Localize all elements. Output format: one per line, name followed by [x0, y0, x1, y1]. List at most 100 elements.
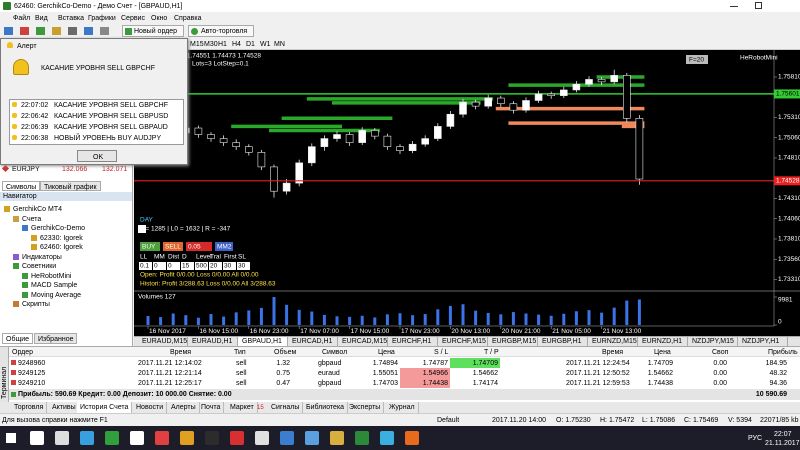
timeframe-button[interactable]: M15 — [190, 41, 204, 48]
menu-item[interactable]: Вставка — [58, 15, 85, 22]
minimize-button[interactable] — [730, 6, 738, 7]
taskbar-app[interactable] — [205, 431, 219, 445]
menu-item[interactable]: Справка — [174, 15, 202, 22]
chart-tab[interactable]: NZDJPY,H1 — [738, 337, 788, 346]
navigator-item[interactable]: 62460: Igorek — [40, 244, 83, 251]
terminal-tab-label: Почта — [201, 404, 221, 411]
chart-tab[interactable]: EURCHF,H1 — [388, 337, 438, 346]
menu-item[interactable]: Сервис — [121, 15, 145, 22]
navigator-item[interactable]: MACD Sample — [31, 282, 78, 289]
timeframe-button[interactable]: H4 — [232, 41, 241, 48]
terminal-tab[interactable]: Активы — [49, 402, 80, 413]
taskbar-app[interactable] — [255, 431, 269, 445]
navigator-item[interactable]: GerchikCo MT4 — [13, 206, 63, 213]
toolbar-icon[interactable] — [68, 27, 77, 35]
chart-tab[interactable]: GBPAUD,H1 — [238, 337, 288, 346]
terminal-tab-label: Активы — [52, 404, 76, 411]
toolbar-icon[interactable] — [52, 27, 61, 35]
terminal-tab[interactable]: Новости — [133, 402, 168, 413]
chart-tab[interactable]: EURGBP,H1 — [538, 337, 588, 346]
taskbar-app[interactable] — [405, 431, 419, 445]
timeframe-button[interactable]: MN — [274, 41, 285, 48]
terminal-tab[interactable]: Торговля — [11, 402, 48, 413]
chart-tab[interactable]: EURAUD,H1 — [188, 337, 238, 346]
timeframe-button[interactable]: H1 — [218, 41, 227, 48]
terminal-tab[interactable]: Почта — [198, 402, 225, 413]
terminal-tab[interactable]: История Счета — [77, 402, 133, 413]
chart-tab[interactable]: EURNZD,H1 — [638, 337, 688, 346]
chart-tab[interactable]: EURCHF,M15 — [438, 337, 488, 346]
market-watch-tab[interactable]: Символы — [2, 181, 41, 191]
navigator-item[interactable]: Счета — [22, 215, 42, 223]
chart-tab-label: NZDJPY,M15 — [692, 338, 734, 345]
taskbar-app[interactable] — [130, 431, 144, 445]
navigator-item[interactable]: Советники — [22, 263, 57, 270]
start-button[interactable] — [6, 433, 16, 443]
alert-ok-button[interactable]: OK — [77, 150, 117, 162]
menu-item[interactable]: Вид — [35, 15, 48, 22]
chart-tab[interactable]: NZDJPY,M15 — [688, 337, 738, 346]
new-order-button[interactable]: Новый ордер — [122, 25, 184, 37]
timeframe-button[interactable]: M30 — [204, 41, 218, 48]
chart-tab[interactable]: EURCAD,M15 — [338, 337, 388, 346]
toolbar-icon[interactable] — [20, 27, 29, 35]
new-order-icon — [125, 28, 132, 35]
autotrade-button[interactable]: Авто-торговля — [188, 25, 254, 37]
taskbar-app[interactable] — [305, 431, 319, 445]
taskbar-app[interactable] — [355, 431, 369, 445]
terminal-tab[interactable]: Сигналы — [268, 402, 304, 413]
taskbar-app[interactable] — [280, 431, 294, 445]
menu-item[interactable]: Графики — [88, 15, 116, 22]
menu-item[interactable]: Окно — [151, 15, 168, 22]
chart-tab[interactable]: EURGBP,M15 — [488, 337, 538, 346]
terminal-tab[interactable]: Эксперты — [346, 402, 385, 413]
taskbar-app[interactable] — [330, 431, 344, 445]
close-button[interactable] — [778, 1, 792, 11]
navigator-item[interactable]: GerchikCo-Demo — [31, 225, 86, 232]
taskbar-app[interactable] — [180, 431, 194, 445]
toolbar-icon[interactable] — [36, 27, 45, 35]
terminal-tab[interactable]: Алерты — [168, 402, 200, 413]
terminal-tab[interactable]: Журнал — [386, 402, 419, 413]
taskbar-app[interactable] — [55, 431, 69, 445]
taskbar-app[interactable] — [380, 431, 394, 445]
y-tick-label: 1.74810 — [778, 155, 800, 162]
candle-body — [358, 130, 366, 143]
taskbar-app[interactable] — [30, 431, 44, 445]
taskbar-app[interactable] — [105, 431, 119, 445]
robot-button[interactable] — [186, 242, 212, 251]
navigator-item[interactable]: 62330: Igorek — [40, 234, 83, 242]
toolbar-icon[interactable] — [4, 27, 13, 35]
navigator-item[interactable]: Индикаторы — [22, 253, 62, 261]
robot-setting-box — [181, 262, 194, 270]
terminal-tab[interactable]: Маркет — [227, 402, 258, 413]
candle-body — [345, 134, 354, 143]
terminal-cell: 1.74709 — [472, 360, 498, 367]
taskbar-app[interactable] — [230, 431, 244, 445]
market-watch-tab[interactable]: Тиковый график — [40, 181, 101, 191]
menu-item[interactable]: Файл — [13, 15, 31, 22]
navigator-item[interactable]: Скрипты — [22, 301, 50, 308]
chart-tab[interactable]: EURAUD,M15 — [138, 337, 188, 346]
navigator-tab[interactable]: Общие — [2, 333, 34, 344]
terminal-tab[interactable]: Библиотека — [303, 402, 349, 413]
terminal-cell: 2017.11.21 12:50:52 — [566, 370, 630, 377]
robot-button[interactable] — [215, 242, 233, 251]
taskbar-app[interactable] — [155, 431, 169, 445]
chart-tab[interactable]: EURCAD,H1 — [288, 337, 338, 346]
timeframe-button[interactable]: W1 — [260, 41, 271, 48]
alert-close[interactable] — [171, 41, 181, 49]
robot-button[interactable] — [163, 242, 183, 251]
timeframe-button[interactable]: D1 — [246, 41, 255, 48]
navigator-tab[interactable]: Избранное — [34, 333, 78, 344]
toolbar-icon[interactable] — [100, 27, 109, 35]
robot-setting-value: 30 — [224, 263, 232, 270]
toolbar-icon[interactable] — [84, 27, 93, 35]
maximize-button[interactable] — [755, 2, 762, 9]
level-price-tag — [774, 89, 800, 99]
robot-button[interactable] — [140, 242, 160, 251]
navigator-item[interactable]: Moving Average — [31, 291, 82, 299]
taskbar-app[interactable] — [80, 431, 94, 445]
chart-tab[interactable]: EURNZD,M15 — [588, 337, 638, 346]
navigator-item[interactable]: HeRobotMini — [31, 272, 72, 280]
